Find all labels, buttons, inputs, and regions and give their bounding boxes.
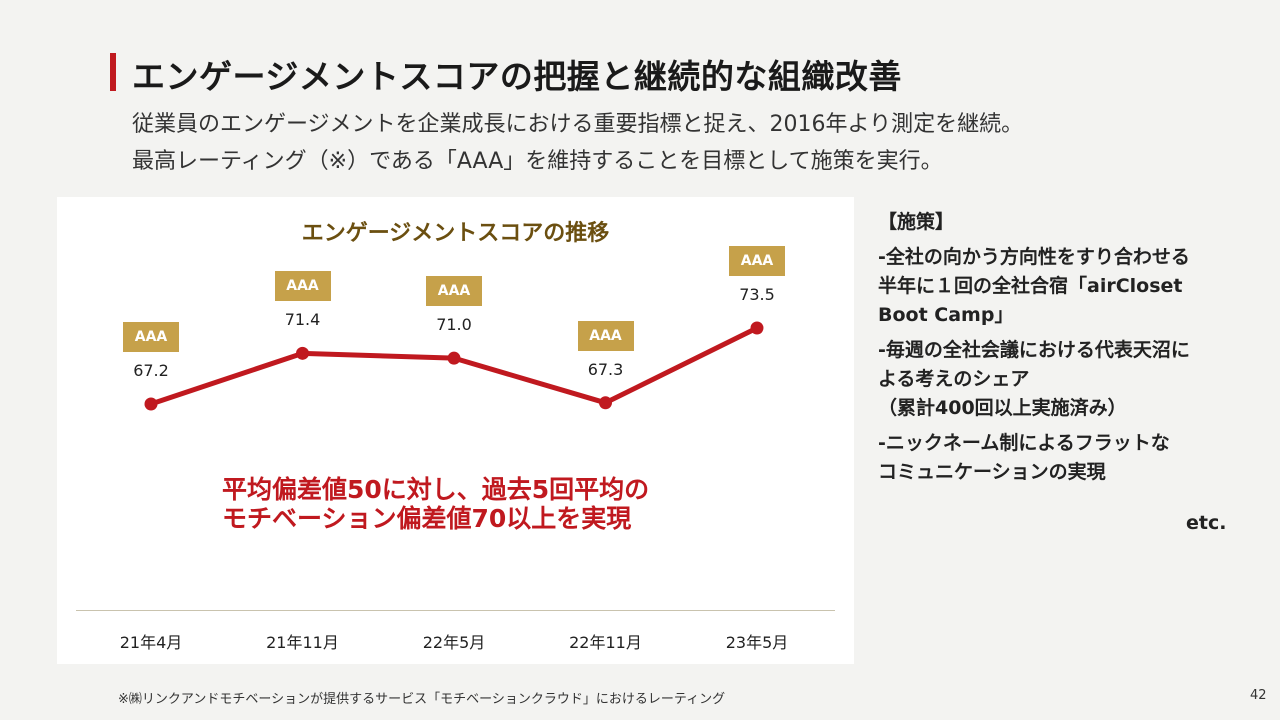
x-tick-label: 21年11月 [266,633,339,652]
footnote: ※㈱リンクアンドモチベーションが提供するサービス「モチベーションクラウド」におけ… [118,692,726,707]
rating-badge: AAA [729,246,785,276]
data-point [144,397,158,411]
chart-panel: エンゲージメントスコアの推移 67.2 AAA 21年4月 71.4 AAA 21年11月… [57,197,854,664]
chart-svg [144,321,764,411]
measure-item-line: よる考えのシェア [878,368,1030,390]
x-tick-label: 21年4月 [119,633,183,652]
x-tick-label: 22年5月 [422,633,486,652]
highlight-line-1: 平均偏差値50に対し、過去5回平均の [222,475,650,504]
data-label: 71.4 [284,310,321,330]
rating-badge: AAA [123,322,179,352]
rating-badge: AAA [274,271,331,302]
chart-title: エンゲージメントスコアの推移 [301,221,610,246]
measure-item-line: Boot Camp」 [878,304,1014,326]
data-point [750,321,764,335]
rating-badge: AAA [577,320,634,351]
data-point [296,346,309,360]
x-tick-label: 22年11月 [569,633,642,652]
data-label: 73.5 [739,285,775,304]
measures-heading: 【施策】 [878,211,955,233]
x-axis-line [76,610,835,611]
measure-item-line: （累計400回以上実施済み） [878,397,1127,419]
measures-etc: etc. [1186,512,1227,534]
title-accent-bar [110,53,116,91]
page-title: エンゲージメントスコアの把握と継続的な組織改善 [132,57,902,96]
data-point [599,396,612,410]
measure-item-line: -毎週の全社会議における代表天沼に [878,339,1190,361]
measure-item: -全社の向かう方向性をすり合わせる 半年に１回の全社合宿「airCloset Boo… [878,243,1238,330]
subtitle-line-2: 最高レーティング（※）である「AAA」を維持することを目標として施策を実行。 [132,149,943,174]
data-label: 67.3 [587,359,624,379]
subtitle-line-1: 従業員のエンゲージメントを企業成長における重要指標と捉え、2016年より測定を継… [132,112,1024,137]
rating-badge: AAA [426,276,482,307]
measures-panel: 【施策】 -全社の向かう方向性をすり合わせる 半年に１回の全社合宿「airClos… [878,208,1238,493]
highlight-text: 平均偏差値50に対し、過去5回平均の モチベーション偏差値70以上を実現 [222,475,649,533]
measure-item-line: -ニックネーム制によるフラットな [878,432,1170,454]
x-tick-label: 23年5月 [725,633,789,652]
measure-item: -ニックネーム制によるフラットな コミュニケーションの実現 [878,429,1238,487]
highlight-line-2: モチベーション偏差値70以上を実現 [222,504,632,533]
measure-item: -毎週の全社会議における代表天沼に よる考えのシェア （累計400回以上実施済み） [878,336,1238,423]
data-label: 67.2 [133,361,169,380]
measure-item-line: 半年に１回の全社合宿「airCloset [878,275,1183,297]
page-number: 42 [1250,688,1267,703]
measure-item-line: コミュニケーションの実現 [878,461,1106,483]
measure-item-line: -全社の向かう方向性をすり合わせる [878,246,1190,268]
data-point [447,351,461,365]
series-line [150,325,759,407]
data-label: 71.0 [436,315,472,335]
